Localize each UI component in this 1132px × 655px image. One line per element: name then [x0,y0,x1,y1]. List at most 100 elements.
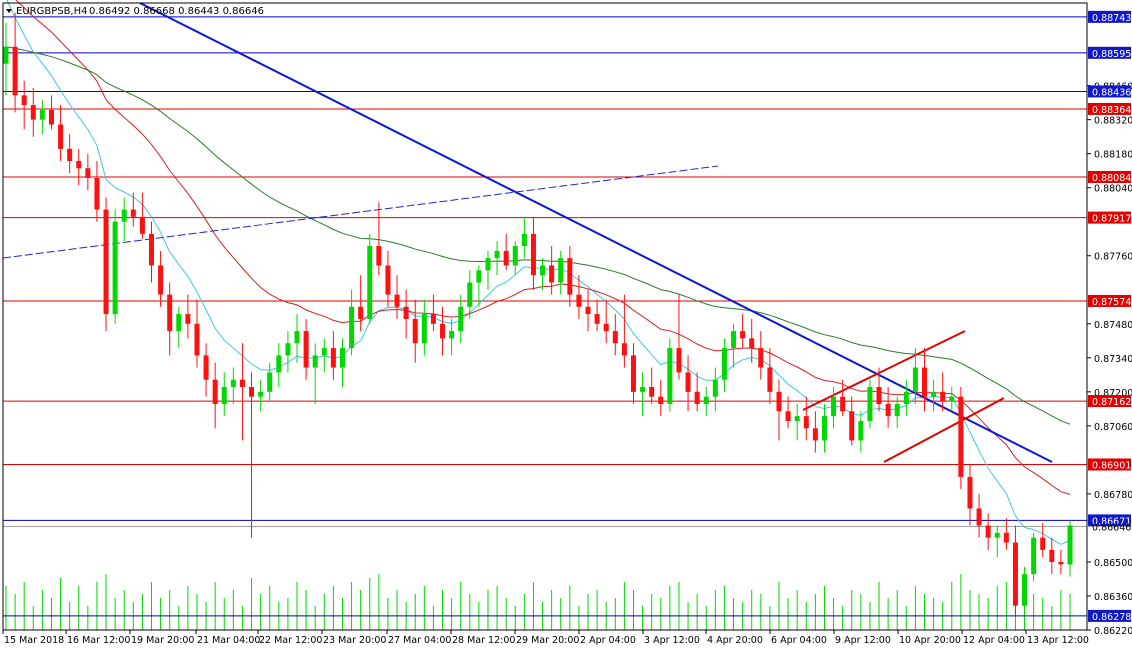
candle-body [749,338,755,349]
candle-body [903,391,909,404]
candle-body [912,367,918,392]
y-tick-label: 0.86220 [1094,626,1132,637]
dropdown-triangle-icon[interactable] [6,9,12,13]
level-badge [1088,211,1131,224]
chart-header: EURGBPSB,H4 0.86492 0.86668 0.86443 0.86… [6,6,264,17]
y-tick-label: 0.88180 [1094,150,1132,161]
candle-body [403,306,409,319]
x-tick-label: 23 Mar 20:00 [323,635,386,646]
x-tick-label: 28 Mar 12:00 [452,635,515,646]
candle-body [76,160,82,169]
candle-body [576,294,582,307]
candlesticks [3,12,1073,616]
x-tick-label: 22 Mar 12:00 [259,635,322,646]
y-tick-label: 0.87200 [1094,388,1132,399]
fast-ma-line [6,0,1071,545]
symbol-timeframe: EURGBPSB,H4 [16,6,88,17]
candle-body [1049,549,1055,562]
candle-body [440,323,446,339]
candle-body [285,343,291,356]
candle-body [967,476,973,509]
candle-body [940,391,946,402]
candle-body [549,265,555,283]
candle-body [649,386,655,397]
candle-body [249,386,255,397]
candle-body [185,314,191,324]
channel-lower-line [883,397,1005,463]
candle-body [476,270,482,283]
candle-body [667,348,673,404]
horizontal-levels [3,16,1087,617]
level-badge-label: 0.88084 [1092,173,1131,184]
candle-body [503,250,509,266]
candle-body [540,265,546,276]
level-badge [1088,85,1131,98]
candle-body [349,306,355,349]
candle-body [67,148,73,161]
candle-body [294,331,300,344]
candle-body [612,331,618,344]
candle-body [840,396,846,412]
candle-body [758,348,764,368]
y-tick-label: 0.87760 [1094,252,1132,263]
x-tick-label: 10 Apr 20:00 [899,635,961,646]
candle-body [30,105,36,120]
candle-body [167,294,173,332]
candle-body [385,265,391,295]
mid-ma-line [15,0,1071,495]
level-badge-label: 0.86901 [1092,461,1131,472]
level-badge [1088,458,1131,471]
level-badge-label: 0.87917 [1092,214,1131,225]
candle-body [785,411,791,421]
y-tick-label: 0.86500 [1094,558,1132,569]
candle-body [230,379,236,387]
x-tick-label: 4 Apr 20:00 [707,635,763,646]
level-badge-label: 0.88364 [1092,105,1131,116]
candle-body [103,209,109,315]
candle-body [1012,542,1018,606]
candle-body [831,396,837,417]
candle-body [849,411,855,441]
x-tick-label: 9 Apr 12:00 [835,635,891,646]
x-tick-label: 12 Apr 04:00 [963,635,1025,646]
candle-body [312,355,318,368]
level-badge-label: 0.88436 [1092,87,1131,98]
candle-body [567,258,573,295]
level-badge-label: 0.87162 [1092,397,1131,408]
candle-body [921,367,927,397]
candle-body [776,391,782,412]
candle-body [203,355,209,380]
candle-body [640,386,646,392]
level-badge [1088,10,1131,23]
dashed-trend-line [2,165,719,259]
x-tick-label: 19 Mar 20:00 [131,635,194,646]
candle-body [421,314,427,344]
level-badge [1088,514,1131,527]
y-tick-label: 0.88320 [1094,116,1132,127]
candle-body [321,348,327,356]
plot-frame [2,2,1088,631]
trend-lines [2,2,1053,463]
candle-body [676,348,682,373]
candle-body [358,306,364,319]
candle-body [394,294,400,307]
slow-ma-line [5,46,1071,425]
candle-body [212,379,218,404]
level-badge-label: 0.88743 [1092,13,1131,24]
candle-body [1058,561,1064,565]
candle-body [39,109,45,120]
x-tick-label: 13 Apr 12:00 [1027,635,1089,646]
candle-body [958,396,964,477]
candle-body [303,331,309,368]
candle-body [121,209,127,222]
candle-body [112,221,118,315]
x-tick-label: 21 Mar 04:00 [197,635,260,646]
candle-body [703,396,709,404]
candle-body [1003,532,1009,543]
candle-body [258,391,264,397]
level-badge [1088,294,1131,307]
candle-body [1067,525,1073,565]
time-axis: 15 Mar 2018 16 Mar 12:00 19 Mar 20:00 21 Ma… [2,630,1089,646]
